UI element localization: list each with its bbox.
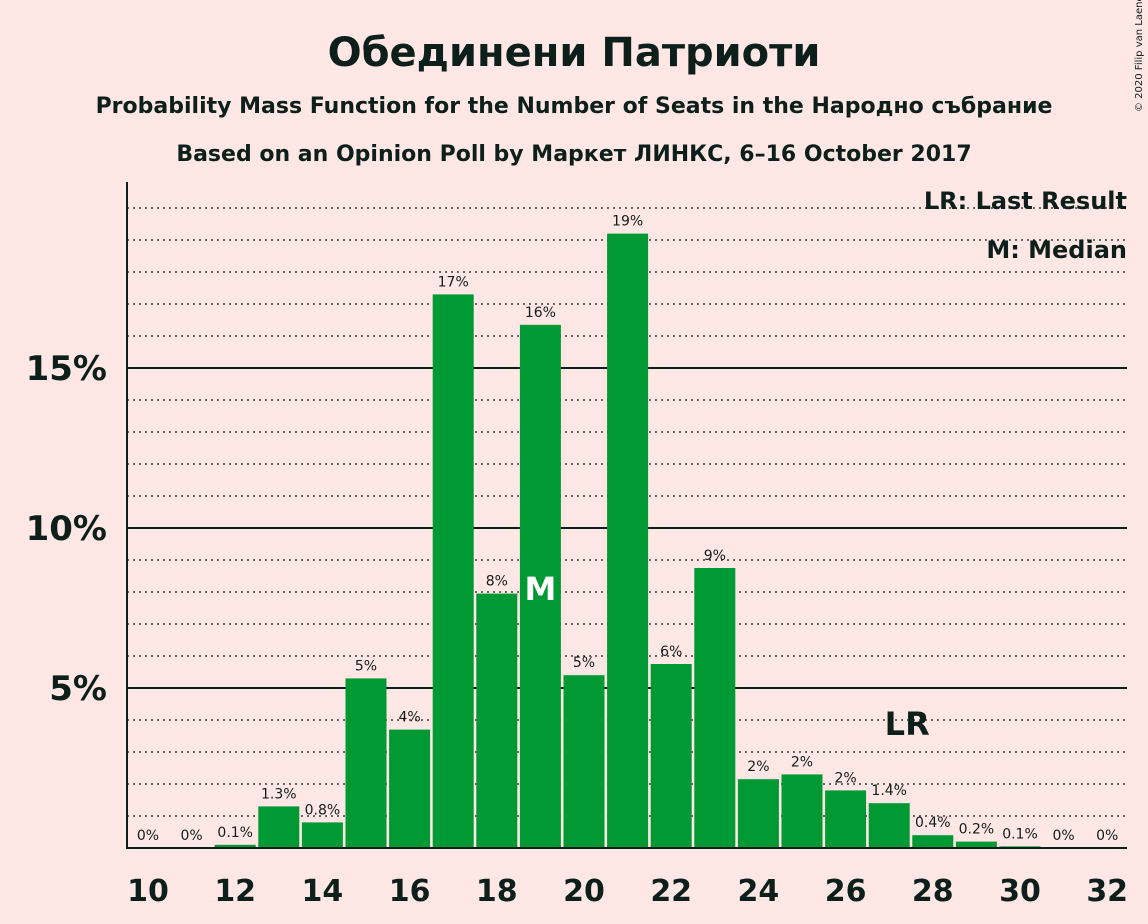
data-label-seat-10: 0% [137, 828, 159, 844]
x-tick-label: 18 [476, 874, 518, 909]
copyright-text: © 2020 Filip van Laenen [1134, 0, 1145, 112]
bars [214, 233, 1041, 849]
x-tick-label: 32 [1086, 874, 1128, 909]
legend-median: M: Median [986, 236, 1127, 264]
data-label-seat-25: 2% [791, 754, 813, 770]
bar-seat-25 [781, 774, 823, 848]
bar-seat-18 [476, 593, 518, 848]
chart-subtitle-poll: Based on an Opinion Poll by Маркет ЛИНКС… [176, 142, 971, 167]
data-label-seat-28: 0.4% [915, 815, 951, 831]
bar-seat-28 [912, 835, 954, 848]
data-label-seat-17: 17% [438, 274, 469, 290]
data-label-seat-18: 8% [486, 574, 508, 590]
x-tick-label: 10 [127, 874, 169, 909]
data-label-seat-14: 0.8% [305, 802, 341, 818]
y-tick-label: 5% [49, 669, 107, 709]
x-tick-label: 14 [302, 874, 344, 909]
x-tick-label: 30 [999, 874, 1041, 909]
bar-seat-19 [519, 324, 561, 848]
data-label-seat-19: 16% [525, 305, 556, 321]
bar-seat-13 [258, 806, 300, 848]
x-tick-label: 20 [563, 874, 605, 909]
data-label-seat-16: 4% [398, 710, 420, 726]
x-tick-label: 24 [738, 874, 780, 909]
chart-subtitle: Probability Mass Function for the Number… [96, 94, 1053, 119]
legend-last-result: LR: Last Result [924, 187, 1127, 215]
data-label-seat-23: 9% [704, 548, 726, 564]
bar-seat-27 [868, 803, 910, 848]
bar-seat-14 [301, 822, 343, 848]
bar-seat-17 [432, 294, 474, 848]
data-label-seat-29: 0.2% [959, 822, 995, 838]
chart-title: Обединени Патриоти [328, 30, 821, 76]
data-labels: 0% 0% 0.1% 1.3% 0.8% 5% 4% 17% 8% 16% 5% 19% 6% 9% 2% 2… [137, 214, 1118, 844]
data-label-seat-32: 0% [1096, 828, 1118, 844]
bar-seat-15 [345, 678, 387, 848]
data-label-seat-20: 5% [573, 655, 595, 671]
bar-seat-23 [694, 568, 736, 848]
data-label-seat-12: 0.1% [217, 825, 253, 841]
last-result-marker: LR [885, 705, 930, 743]
bar-seat-16 [389, 729, 431, 848]
data-label-seat-26: 2% [834, 770, 856, 786]
data-label-seat-13: 1.3% [261, 786, 297, 802]
data-label-seat-15: 5% [355, 658, 377, 674]
bar-seat-26 [825, 790, 867, 848]
y-tick-label: 10% [26, 509, 107, 549]
x-tick-label: 26 [825, 874, 867, 909]
data-label-seat-11: 0% [180, 828, 202, 844]
median-marker: M [524, 570, 556, 608]
data-label-seat-31: 0% [1052, 828, 1074, 844]
markers: M LR [524, 570, 929, 743]
bar-seat-21 [607, 233, 649, 849]
bar-seat-20 [563, 675, 605, 848]
data-label-seat-27: 1.4% [871, 783, 907, 799]
data-label-seat-30: 0.1% [1002, 826, 1038, 842]
data-label-seat-21: 19% [612, 214, 643, 230]
x-tick-label: 12 [214, 874, 256, 909]
axes: 5% 10% 15% 10 12 14 16 18 20 22 24 26 28 30 32 [26, 182, 1128, 909]
x-tick-label: 28 [912, 874, 954, 909]
bar-seat-29 [955, 841, 997, 848]
x-tick-label: 22 [650, 874, 692, 909]
bar-seat-12 [214, 844, 256, 848]
data-label-seat-24: 2% [747, 759, 769, 775]
data-label-seat-22: 6% [660, 644, 682, 660]
x-tick-label: 16 [389, 874, 431, 909]
bar-seat-22 [650, 664, 692, 848]
bar-seat-24 [737, 779, 779, 848]
y-tick-label: 15% [26, 349, 107, 389]
